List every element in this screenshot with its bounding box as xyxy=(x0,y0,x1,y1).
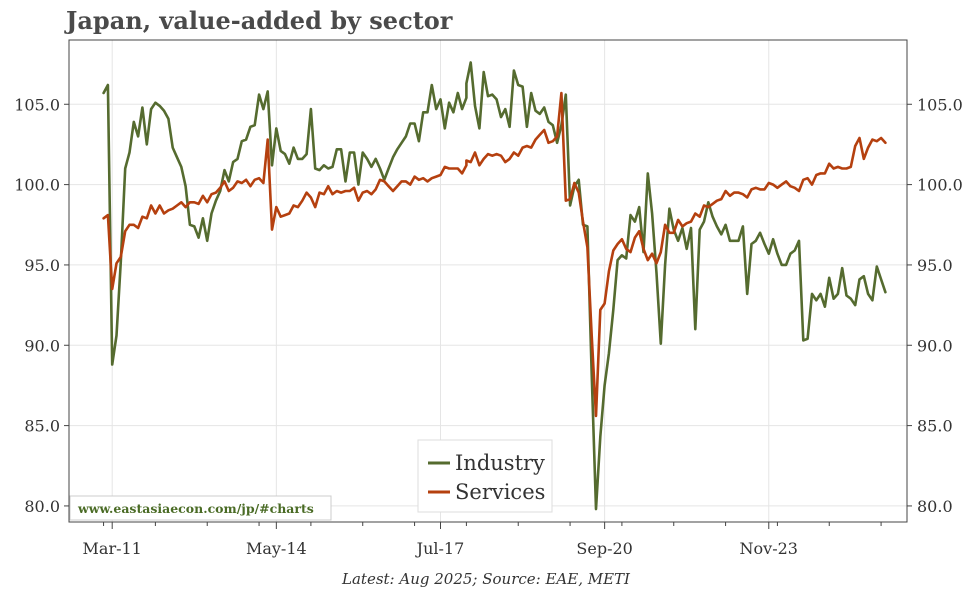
y-tick-label-left: 100.0 xyxy=(14,176,60,195)
series-lines xyxy=(102,61,887,511)
x-tick-label: May-14 xyxy=(246,539,307,558)
series-line-industry xyxy=(102,61,887,511)
chart-title: Japan, value-added by sector xyxy=(66,6,453,35)
watermark-text: www.eastasiaecon.com/jp/#charts xyxy=(77,501,314,516)
y-tick-label-right: 95.0 xyxy=(917,256,953,275)
y-tick-label-left: 80.0 xyxy=(24,497,60,516)
x-tick-label: Mar-11 xyxy=(83,539,142,558)
y-tick-label-right: 80.0 xyxy=(917,497,953,516)
x-tick-label: Nov-23 xyxy=(740,539,798,558)
y-tick-label-right: 100.0 xyxy=(917,176,963,195)
axes: 80.0 80.0 85.0 85.0 90.0 90.0 95.0 95.0 100.0 100… xyxy=(14,39,963,558)
y-tick-label-left: 85.0 xyxy=(24,417,60,436)
y-tick-label-left: 105.0 xyxy=(14,95,60,114)
y-tick-label-right: 85.0 xyxy=(917,417,953,436)
y-tick-label-left: 95.0 xyxy=(24,256,60,275)
x-tick-label: Sep-20 xyxy=(576,539,632,558)
plot-frame xyxy=(68,39,908,523)
x-tick-label: Jul-17 xyxy=(415,539,465,558)
legend-label-industry: Industry xyxy=(455,451,545,475)
source-note: Latest: Aug 2025; Source: EAE, METI xyxy=(341,570,631,588)
watermark-box: www.eastasiaecon.com/jp/#charts xyxy=(69,495,332,521)
legend: Industry Services xyxy=(417,439,553,513)
gridlines xyxy=(69,40,907,522)
y-tick-label-right: 105.0 xyxy=(917,95,963,114)
y-tick-label-left: 90.0 xyxy=(24,336,60,355)
legend-label-services: Services xyxy=(455,480,545,504)
series-line-services xyxy=(102,91,887,418)
y-tick-label-right: 90.0 xyxy=(917,336,953,355)
